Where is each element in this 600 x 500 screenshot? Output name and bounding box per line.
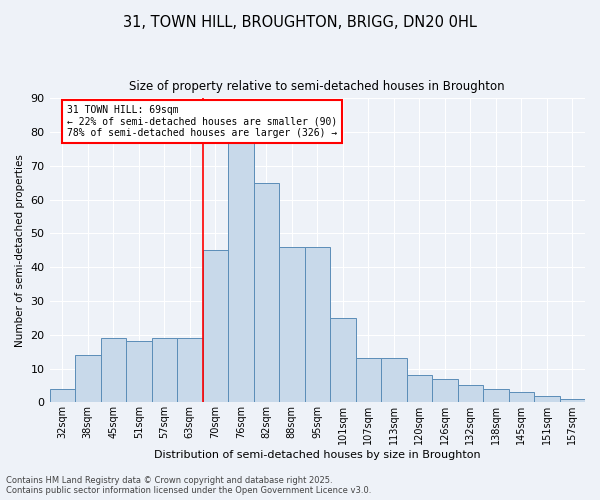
Bar bbox=[483, 389, 509, 402]
Bar bbox=[126, 342, 152, 402]
Bar bbox=[458, 386, 483, 402]
Bar bbox=[254, 183, 279, 402]
Title: Size of property relative to semi-detached houses in Broughton: Size of property relative to semi-detach… bbox=[130, 80, 505, 93]
Text: Contains HM Land Registry data © Crown copyright and database right 2025.
Contai: Contains HM Land Registry data © Crown c… bbox=[6, 476, 371, 495]
X-axis label: Distribution of semi-detached houses by size in Broughton: Distribution of semi-detached houses by … bbox=[154, 450, 481, 460]
Bar bbox=[228, 139, 254, 402]
Bar bbox=[50, 389, 75, 402]
Bar bbox=[356, 358, 381, 403]
Bar bbox=[534, 396, 560, 402]
Bar bbox=[279, 247, 305, 402]
Bar bbox=[152, 338, 177, 402]
Bar bbox=[305, 247, 330, 402]
Bar bbox=[381, 358, 407, 403]
Bar bbox=[330, 318, 356, 402]
Bar bbox=[432, 378, 458, 402]
Bar bbox=[509, 392, 534, 402]
Bar bbox=[75, 355, 101, 403]
Bar bbox=[407, 376, 432, 402]
Text: 31 TOWN HILL: 69sqm
← 22% of semi-detached houses are smaller (90)
78% of semi-d: 31 TOWN HILL: 69sqm ← 22% of semi-detach… bbox=[67, 105, 337, 138]
Bar bbox=[203, 250, 228, 402]
Bar bbox=[560, 399, 585, 402]
Bar bbox=[101, 338, 126, 402]
Bar bbox=[177, 338, 203, 402]
Y-axis label: Number of semi-detached properties: Number of semi-detached properties bbox=[15, 154, 25, 346]
Text: 31, TOWN HILL, BROUGHTON, BRIGG, DN20 0HL: 31, TOWN HILL, BROUGHTON, BRIGG, DN20 0H… bbox=[123, 15, 477, 30]
